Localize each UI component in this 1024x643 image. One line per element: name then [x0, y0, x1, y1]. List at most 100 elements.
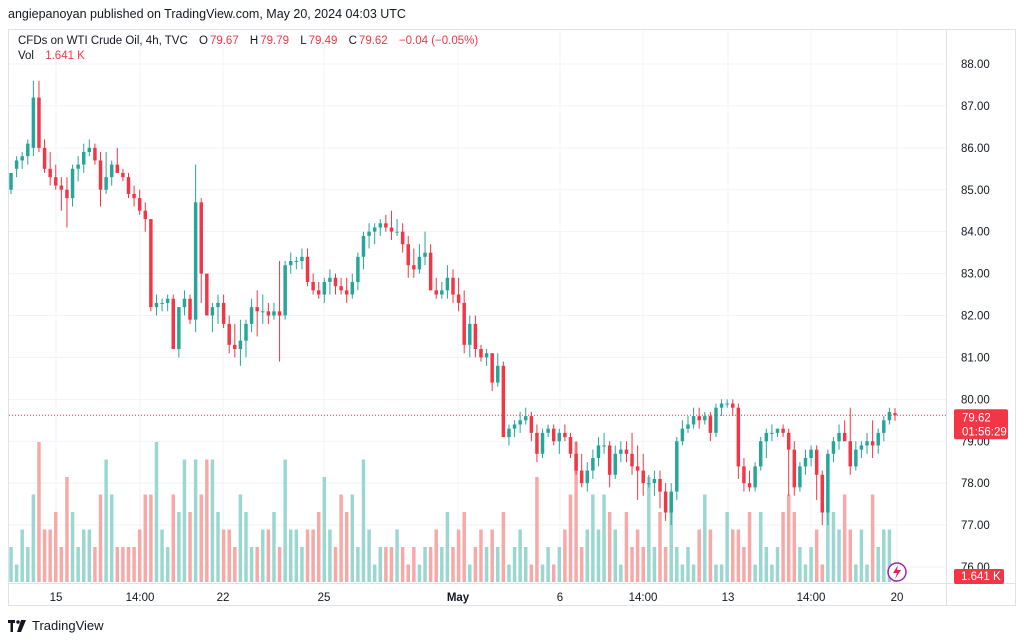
candle-body	[686, 424, 690, 429]
volume-bar	[26, 547, 30, 582]
volume-bar	[283, 459, 287, 582]
volume-bar	[602, 494, 606, 582]
change-value: −0.04 (−0.05%)	[398, 35, 479, 47]
volume-bar	[775, 547, 780, 582]
candle-body	[484, 353, 489, 358]
candle-body	[244, 323, 248, 341]
volume-bar	[98, 494, 103, 582]
volume-bar	[205, 459, 209, 582]
candle-body	[731, 403, 735, 408]
y-tick-label: 86.00	[961, 143, 990, 155]
volume-bar	[384, 547, 388, 582]
volume-bar	[42, 529, 47, 582]
candle-body	[680, 428, 685, 442]
volume-bar	[177, 512, 181, 582]
volume-bar	[160, 529, 164, 582]
candle-body	[747, 483, 752, 488]
candle-body	[831, 441, 836, 454]
candle-body	[294, 261, 299, 263]
volume-bar	[451, 547, 455, 582]
volume-bar	[719, 564, 724, 582]
volume-bar	[613, 529, 617, 582]
candle-body	[182, 298, 187, 308]
x-tick-label: 15	[50, 592, 63, 604]
volume-bar	[736, 529, 741, 582]
volume-bar	[792, 512, 797, 582]
volume-bar	[630, 547, 634, 582]
volume-bar	[568, 494, 573, 582]
volume-bar	[831, 512, 836, 582]
candle-body	[389, 227, 394, 232]
volume-bar	[20, 529, 24, 582]
volume-bar	[557, 547, 562, 582]
candle-body	[479, 349, 483, 358]
candle-body	[798, 466, 802, 488]
x-tick-label: 14:00	[126, 592, 155, 604]
candle-body	[462, 302, 466, 345]
chart-border	[8, 29, 1016, 606]
volume-bar	[546, 547, 550, 582]
volume-bar	[803, 564, 808, 582]
candle-body	[854, 449, 858, 467]
candle-body	[137, 198, 142, 211]
candle-body	[691, 416, 696, 425]
candle-body	[9, 172, 13, 190]
candle-body	[445, 277, 450, 291]
candle-body	[814, 449, 819, 475]
candle-body	[54, 177, 58, 186]
candle-body	[193, 202, 198, 320]
candle-body	[585, 470, 590, 484]
volume-bar	[367, 529, 371, 582]
candle-body	[149, 219, 153, 308]
candle-body	[165, 298, 170, 303]
volume-bar	[182, 459, 187, 582]
volume-bar	[826, 512, 830, 582]
open-label: O	[198, 35, 208, 47]
volume-bar	[249, 547, 254, 582]
candle-body	[887, 411, 892, 421]
volume-bar	[389, 547, 394, 582]
volume-bar	[675, 547, 679, 582]
candle-body	[764, 432, 769, 442]
volume-bars	[9, 442, 897, 582]
candle-body	[109, 164, 114, 178]
volume-bar	[272, 512, 276, 582]
volume-bar	[842, 494, 847, 582]
candle-body	[59, 185, 64, 190]
volume-bar	[126, 547, 131, 582]
candle-body	[440, 290, 444, 295]
volume-bar	[484, 547, 489, 582]
candle-body	[563, 432, 567, 438]
candle-body	[551, 428, 556, 442]
candle-body	[579, 470, 584, 484]
volume-bar	[854, 564, 858, 582]
candle-body	[395, 231, 399, 233]
volume-bar	[115, 547, 120, 582]
candle-body	[384, 223, 388, 228]
candle-body	[641, 470, 645, 484]
y-tick-label: 80.00	[961, 394, 990, 406]
lightning-icon-bolt	[893, 565, 901, 579]
y-tick-label: 77.00	[961, 520, 990, 532]
candle-body	[630, 453, 634, 467]
candle-body	[367, 231, 371, 236]
volume-bar	[462, 512, 466, 582]
volume-bar	[65, 477, 69, 582]
low-label: L	[300, 35, 307, 47]
x-tick-label: 14:00	[797, 592, 826, 604]
volume-tag-value: 1.641 K	[961, 571, 1001, 583]
candle-body	[333, 277, 338, 287]
volume-bar	[350, 494, 355, 582]
candle-body	[809, 449, 813, 459]
candle-body	[703, 416, 707, 421]
open-value: 79.67	[209, 35, 239, 47]
volume-bar	[372, 564, 377, 582]
volume-bar	[468, 564, 472, 582]
candle-body	[227, 323, 231, 345]
volume-bar	[216, 512, 220, 582]
volume-bar	[697, 529, 701, 582]
candle-body	[221, 302, 226, 324]
volume-bar	[14, 564, 19, 582]
candle-body	[238, 340, 243, 350]
